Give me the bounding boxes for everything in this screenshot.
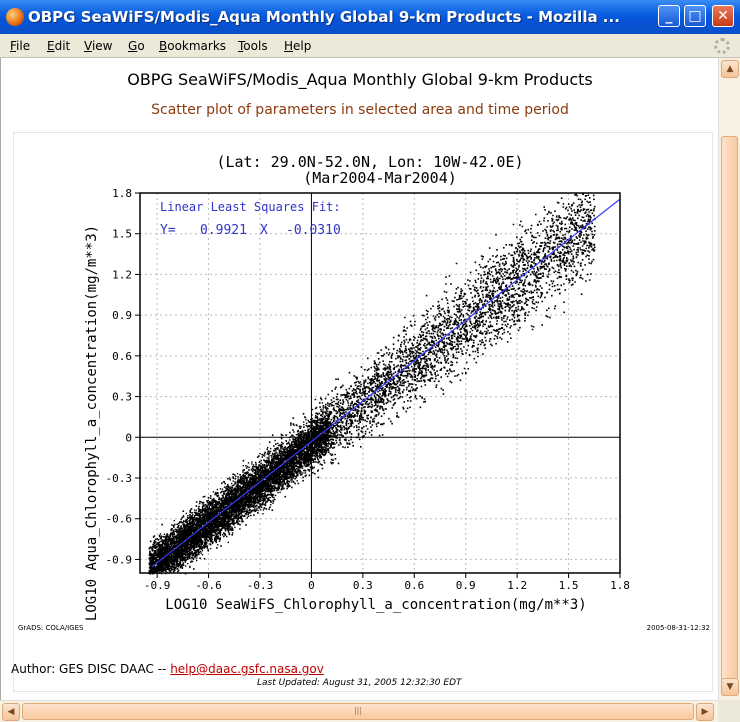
fit-eq-y: Y= — [160, 223, 176, 238]
menu-file[interactable]: File — [10, 39, 31, 53]
fit-eq-slope: 0.9921 — [200, 223, 247, 238]
scatter-points — [148, 193, 596, 575]
author-line: Author: GES DISC DAAC -- help@daac.gsfc.… — [11, 662, 324, 676]
menu-help[interactable]: Help — [284, 39, 312, 53]
y-tick-label: -0.3 — [106, 472, 133, 485]
scroll-right-button[interactable]: ▶ — [696, 703, 714, 721]
x-tick-label: -0.9 — [144, 579, 171, 592]
horizontal-scroll-thumb[interactable]: ||| — [22, 703, 694, 720]
chart-subtitle: (Mar2004-Mar2004) — [303, 169, 457, 187]
horizontal-scrollbar[interactable]: ◀ ||| ▶ — [0, 700, 718, 722]
scroll-up-button[interactable]: ▲ — [721, 60, 739, 78]
author-email-link[interactable]: help@daac.gsfc.nasa.gov — [170, 662, 324, 676]
scroll-down-button[interactable]: ▼ — [721, 678, 739, 696]
window-title-bar[interactable]: OBPG SeaWiFS/Modis_Aqua Monthly Global 9… — [0, 0, 740, 34]
throbber-icon — [714, 38, 730, 54]
menu-go[interactable]: Go — [128, 39, 145, 53]
y-axis-label: LOG10 Aqua_Chlorophyll_a_concentration(m… — [84, 225, 100, 621]
y-tick-label: -0.6 — [106, 513, 133, 526]
fit-eq-x: X — [260, 223, 268, 238]
plot-border — [139, 192, 621, 574]
grads-credit: GrADS: COLA/IGES — [18, 624, 84, 632]
y-tick-label: 0 — [125, 431, 132, 444]
scroll-left-button[interactable]: ◀ — [2, 703, 20, 721]
y-tick-label: 0.3 — [112, 391, 132, 404]
maximize-button[interactable]: □ — [684, 5, 706, 27]
minimize-button[interactable]: _ — [658, 5, 680, 27]
x-tick-label: 0.3 — [353, 579, 373, 592]
x-tick-label: -0.6 — [195, 579, 222, 592]
menu-view[interactable]: View — [84, 39, 113, 53]
fit-line — [151, 198, 621, 568]
scatter-plot-image: -0.9 -0.9 -0.6 -0.6 -0.3 -0.3 0 0 0.3 0.3 0.6 0.6 0.… — [13, 132, 713, 692]
x-tick-label: 1.5 — [559, 579, 579, 592]
plot-timestamp: 2005-08-31-12:32 — [647, 624, 710, 632]
y-tick-label: 0.9 — [112, 309, 132, 322]
window-title: OBPG SeaWiFS/Modis_Aqua Monthly Global 9… — [28, 8, 620, 26]
fit-eq-intercept: -0.0310 — [286, 223, 341, 238]
y-tick-label: 1.2 — [112, 268, 132, 281]
fit-label: Linear Least Squares Fit: — [160, 200, 341, 214]
y-tick-label: 1.5 — [112, 228, 132, 241]
x-tick-label: 0.6 — [404, 579, 424, 592]
vertical-scroll-thumb[interactable] — [721, 136, 738, 696]
firefox-icon — [6, 8, 24, 26]
x-tick-label: 1.2 — [507, 579, 527, 592]
page-content: OBPG SeaWiFS/Modis_Aqua Monthly Global 9… — [0, 58, 718, 700]
page-title: OBPG SeaWiFS/Modis_Aqua Monthly Global 9… — [127, 70, 593, 89]
x-tick-label: 1.8 — [610, 579, 630, 592]
x-tick-label: 0.9 — [456, 579, 476, 592]
menu-edit[interactable]: Edit — [47, 39, 71, 53]
y-tick-label: -0.9 — [106, 553, 133, 566]
scrollbar-corner — [718, 700, 740, 722]
menu-bookmarks[interactable]: Bookmarks — [159, 39, 227, 53]
y-tick-label: 0.6 — [112, 350, 132, 363]
x-tick-label: 0 — [308, 579, 315, 592]
menu-tools[interactable]: Tools — [238, 39, 268, 53]
x-axis-label: LOG10 SeaWiFS_Chlorophyll_a_concentratio… — [165, 597, 586, 613]
scatter-plot: -0.9 -0.9 -0.6 -0.6 -0.3 -0.3 0 0 0.3 0.3 0.6 0.6 0.… — [18, 153, 710, 632]
chart-title: (Lat: 29.0N-52.0N, Lon: 10W-42.0E) — [216, 153, 523, 171]
menu-bar: File Edit View Go Bookmarks Tools Help — [0, 34, 740, 58]
y-tick-label: 1.8 — [112, 187, 132, 200]
author-prefix: Author: GES DISC DAAC -- — [11, 662, 171, 676]
x-tick-label: -0.3 — [247, 579, 274, 592]
vertical-scrollbar[interactable]: ▲ ▼ — [718, 58, 740, 700]
page-subtitle: Scatter plot of parameters in selected a… — [151, 102, 569, 118]
close-button[interactable]: ✕ — [712, 5, 734, 27]
last-updated: Last Updated: August 31, 2005 12:32:30 E… — [257, 678, 462, 688]
